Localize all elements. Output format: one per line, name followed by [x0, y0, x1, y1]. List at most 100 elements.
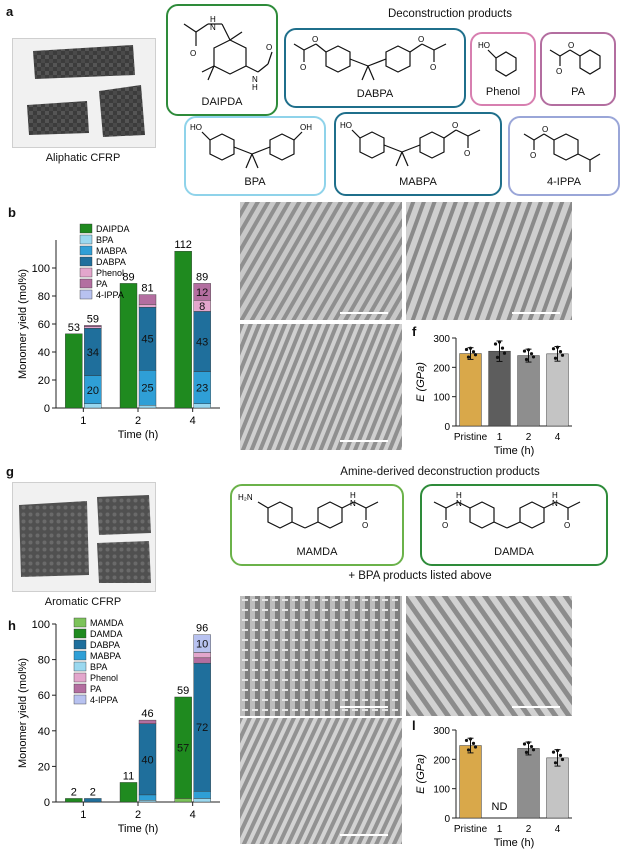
svg-text:H: H	[252, 83, 258, 92]
molecule-box-bpa: HO OH BPA	[184, 116, 326, 196]
bar-total-label: 59	[177, 685, 189, 697]
x-tick-label: Pristine	[454, 824, 488, 835]
legend-swatch	[73, 683, 87, 694]
bar	[546, 353, 569, 427]
data-point	[466, 355, 471, 359]
sem-image-c	[240, 202, 402, 320]
molecule-name: 4-IPPA	[546, 176, 582, 188]
svg-text:O: O	[418, 35, 424, 44]
legend-label: Phenol	[96, 268, 124, 278]
legend-label: BPA	[90, 662, 107, 672]
legend-swatch	[79, 223, 93, 234]
x-axis-label: Time (h)	[494, 837, 535, 849]
y-axis-label: Monomer yield (mol%)	[17, 269, 29, 379]
svg-text:HO: HO	[340, 121, 352, 130]
bar-total-label: 81	[141, 283, 153, 295]
svg-text:O: O	[300, 63, 306, 72]
bar	[488, 350, 511, 427]
data-point	[551, 750, 556, 754]
bar-segment-phenol	[193, 652, 211, 659]
y-axis-label: Monomer yield (mol%)	[17, 658, 29, 768]
legend-label: MABPA	[90, 651, 121, 661]
legend-label: Phenol	[90, 673, 118, 683]
bar-segment-label: 23	[196, 383, 208, 395]
data-point	[493, 342, 498, 346]
data-point	[555, 748, 560, 753]
data-point	[522, 349, 527, 353]
panel-label-h: h	[8, 618, 16, 633]
legend-swatch	[79, 245, 93, 256]
molecule-box-phenol: HO Phenol	[470, 32, 536, 106]
svg-text:O: O	[530, 151, 536, 160]
sem-image-e	[240, 324, 402, 450]
svg-text:N: N	[252, 75, 258, 84]
legend-swatch	[73, 661, 87, 672]
sem-image-j	[406, 596, 572, 716]
y-tick-label: 0	[444, 422, 450, 433]
molecule-name: MAMDA	[296, 546, 338, 558]
bar-segment-mabpa	[138, 794, 157, 801]
scale-bar	[340, 440, 388, 442]
y-tick-label: 100	[32, 619, 50, 631]
bar-segment-damda	[65, 798, 83, 803]
bar	[459, 353, 482, 427]
x-tick-label: 1	[497, 432, 503, 443]
data-point	[468, 346, 473, 350]
bar-total-label: 53	[68, 322, 80, 334]
legend-swatch	[73, 628, 87, 639]
bar-segment-damda	[174, 696, 192, 799]
bar-segment-label: 40	[141, 754, 153, 766]
bar-segment-label: 25	[141, 383, 153, 395]
svg-text:O: O	[452, 121, 458, 130]
scale-bar	[512, 706, 560, 708]
y-tick-label: 300	[433, 726, 450, 737]
y-tick-label: 40	[38, 726, 50, 738]
legend-swatch	[79, 267, 93, 278]
svg-text:O: O	[312, 35, 318, 44]
molecule-box-mabpa: HO O O MABPA	[334, 112, 502, 196]
y-tick-label: 0	[444, 814, 450, 825]
y-tick-label: 40	[38, 347, 50, 359]
data-point	[497, 340, 502, 344]
y-tick-label: 200	[433, 755, 450, 766]
legend-swatch	[73, 639, 87, 650]
bar-segment-dabpa	[84, 798, 102, 803]
legend-label: 4-IPPA	[90, 695, 118, 705]
legend-swatch	[73, 672, 87, 683]
cfrp-piece	[97, 541, 151, 583]
data-point	[555, 345, 560, 349]
x-tick-label: 4	[190, 415, 196, 427]
cfrp-piece	[99, 85, 145, 137]
bar-segment-phenol	[84, 326, 102, 329]
data-point	[558, 350, 563, 354]
molecule-box-mamda: H₂N H N O MAMDA	[230, 484, 404, 566]
data-point	[531, 355, 536, 359]
y-tick-label: 60	[38, 319, 50, 331]
svg-text:O: O	[442, 521, 448, 530]
data-point	[526, 741, 531, 745]
legend-swatch	[73, 650, 87, 661]
amine-products-header: Amine-derived deconstruction products	[340, 466, 540, 478]
value-label: ND	[492, 801, 508, 813]
svg-text:H: H	[210, 15, 216, 24]
svg-text:OH: OH	[300, 123, 312, 132]
molecule-name: DAMDA	[494, 546, 534, 558]
panel-label-b: b	[8, 205, 16, 220]
bar-segment-mamda	[174, 798, 192, 803]
legend-label: MABPA	[96, 246, 127, 256]
data-point	[531, 748, 536, 752]
aliphatic-cfrp-photo	[12, 38, 156, 148]
bar-segment-bpa	[84, 403, 102, 409]
pa-structure: OO	[549, 41, 601, 76]
legend-label: DAMDA	[90, 629, 123, 639]
legend-swatch	[79, 289, 93, 300]
svg-text:HO: HO	[478, 41, 490, 50]
mabpa-structure: HO O O	[340, 121, 481, 167]
y-tick-label: 100	[32, 263, 50, 275]
panel-label-f: f	[412, 324, 417, 339]
data-point	[560, 353, 565, 357]
data-point	[529, 744, 534, 749]
molecule-name: DABPA	[356, 88, 394, 100]
data-point	[551, 347, 556, 351]
